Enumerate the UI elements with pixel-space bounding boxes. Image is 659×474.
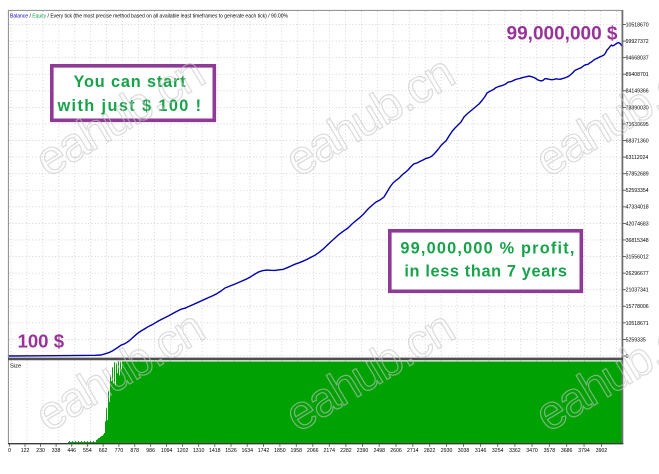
svg-text:99927372: 99927372 bbox=[626, 39, 649, 45]
svg-text:with just $ 100 !: with just $ 100 ! bbox=[56, 97, 202, 115]
svg-text:1526: 1526 bbox=[225, 448, 237, 454]
svg-text:42074683: 42074683 bbox=[626, 221, 649, 227]
svg-text:3578: 3578 bbox=[544, 448, 556, 454]
svg-text:Balance / Equity / Every tick: Balance / Equity / Every tick (the most … bbox=[10, 14, 288, 20]
svg-text:3794: 3794 bbox=[578, 448, 590, 454]
svg-text:Size: Size bbox=[10, 364, 21, 370]
svg-text:2606: 2606 bbox=[390, 448, 402, 454]
svg-text:63112024: 63112024 bbox=[626, 155, 649, 161]
svg-text:5259335: 5259335 bbox=[626, 337, 646, 343]
svg-text:84149366: 84149366 bbox=[626, 89, 649, 95]
svg-text:338: 338 bbox=[52, 448, 61, 454]
svg-text:122: 122 bbox=[21, 448, 30, 454]
svg-text:878: 878 bbox=[130, 448, 139, 454]
svg-text:10518671: 10518671 bbox=[626, 321, 649, 327]
svg-text:554: 554 bbox=[83, 448, 92, 454]
svg-text:2282: 2282 bbox=[340, 448, 352, 454]
svg-text:31556012: 31556012 bbox=[626, 254, 649, 260]
svg-text:1742: 1742 bbox=[258, 448, 270, 454]
svg-text:3254: 3254 bbox=[492, 448, 504, 454]
svg-text:26296677: 26296677 bbox=[626, 271, 649, 277]
svg-text:21037341: 21037341 bbox=[626, 288, 649, 294]
svg-text:1418: 1418 bbox=[209, 448, 221, 454]
svg-text:1958: 1958 bbox=[291, 448, 303, 454]
svg-text:662: 662 bbox=[99, 448, 108, 454]
svg-text:3362: 3362 bbox=[509, 448, 521, 454]
svg-text:2930: 2930 bbox=[441, 448, 453, 454]
svg-text:15778006: 15778006 bbox=[626, 304, 649, 310]
svg-text:1850: 1850 bbox=[274, 448, 286, 454]
svg-text:3038: 3038 bbox=[458, 448, 470, 454]
svg-text:2714: 2714 bbox=[407, 448, 419, 454]
svg-text:73630695: 73630695 bbox=[626, 122, 649, 128]
svg-text:89408701: 89408701 bbox=[626, 72, 649, 78]
svg-text:770: 770 bbox=[115, 448, 124, 454]
svg-text:2390: 2390 bbox=[357, 448, 369, 454]
svg-text:0: 0 bbox=[8, 448, 11, 454]
svg-text:1634: 1634 bbox=[241, 448, 253, 454]
svg-text:in less than 7 years: in less than 7 years bbox=[404, 263, 567, 281]
svg-text:1310: 1310 bbox=[193, 448, 205, 454]
svg-text:986: 986 bbox=[146, 448, 155, 454]
svg-text:100 $: 100 $ bbox=[18, 330, 65, 351]
svg-text:78890030: 78890030 bbox=[626, 105, 649, 111]
svg-text:You can start: You can start bbox=[74, 73, 187, 91]
svg-text:36815348: 36815348 bbox=[626, 238, 649, 244]
svg-text:10518670: 10518670 bbox=[626, 22, 649, 28]
svg-text:3470: 3470 bbox=[526, 448, 538, 454]
svg-text:446: 446 bbox=[67, 448, 76, 454]
svg-text:57852689: 57852689 bbox=[626, 172, 649, 178]
svg-text:2174: 2174 bbox=[324, 448, 336, 454]
svg-text:68371360: 68371360 bbox=[626, 138, 649, 144]
svg-text:3146: 3146 bbox=[475, 448, 487, 454]
svg-text:1094: 1094 bbox=[161, 448, 173, 454]
svg-text:99,000,000 % profit,: 99,000,000 % profit, bbox=[400, 240, 575, 258]
svg-text:230: 230 bbox=[36, 448, 45, 454]
svg-text:0: 0 bbox=[626, 354, 629, 360]
svg-text:3902: 3902 bbox=[596, 448, 608, 454]
svg-text:52593354: 52593354 bbox=[626, 188, 649, 194]
svg-text:2066: 2066 bbox=[307, 448, 319, 454]
svg-text:2822: 2822 bbox=[424, 448, 436, 454]
svg-text:47334018: 47334018 bbox=[626, 205, 649, 211]
svg-text:2498: 2498 bbox=[373, 448, 385, 454]
svg-text:94668037: 94668037 bbox=[626, 56, 649, 62]
svg-text:99,000,000 $: 99,000,000 $ bbox=[507, 24, 618, 45]
svg-text:3686: 3686 bbox=[561, 448, 573, 454]
svg-text:1202: 1202 bbox=[177, 448, 189, 454]
